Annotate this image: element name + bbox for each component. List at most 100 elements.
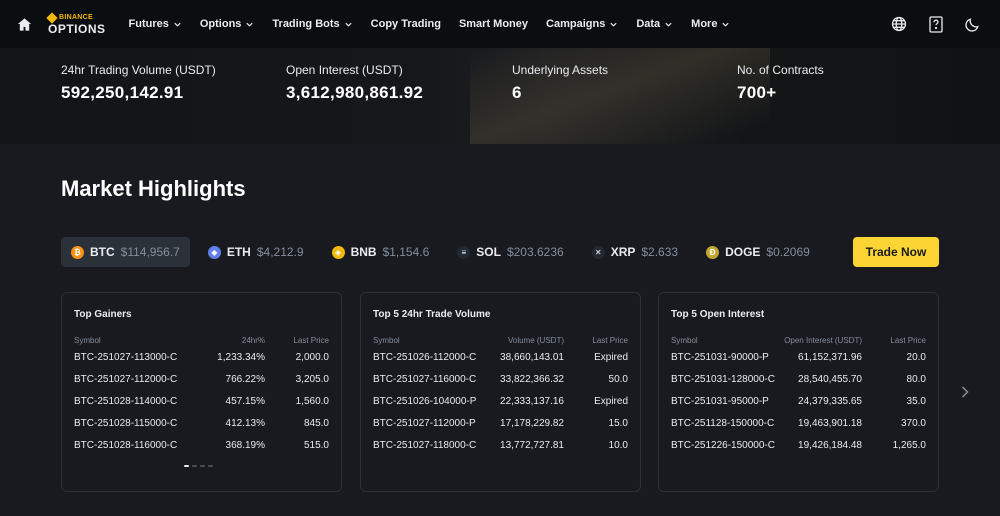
- nav-item-campaigns[interactable]: Campaigns: [537, 0, 627, 48]
- table-row[interactable]: BTC-251027-118000-C 13,772,727.81 10.0: [373, 440, 628, 454]
- nav-item-more[interactable]: More: [682, 0, 739, 48]
- nav-item-options[interactable]: Options: [191, 0, 264, 48]
- chevron-down-icon: [174, 22, 181, 27]
- top-gainers-card: Top Gainers Symbol 24hr% Last Price BTC-2510…: [61, 292, 342, 492]
- carousel-pagination: [184, 465, 213, 467]
- asset-tab-btc[interactable]: ₿ BTC $114,956.7: [61, 237, 190, 267]
- btc-coin-icon: ₿: [71, 245, 84, 259]
- top-open-interest-card: Top 5 Open Interest Symbol Open Interest (…: [658, 292, 939, 492]
- symbol-cell: BTC-251027-113000-C: [74, 352, 178, 363]
- carousel-dot[interactable]: [192, 465, 197, 467]
- asset-tab-sol[interactable]: ≡ SOL $203.6236: [447, 237, 573, 267]
- nav-item-label: Copy Trading: [370, 18, 441, 30]
- table-row[interactable]: BTC-251027-113000-C 1,233.34% 2,000.0: [74, 352, 329, 366]
- asset-tab-eth[interactable]: ◆ ETH $4,212.9: [198, 237, 314, 267]
- asset-symbol: DOGE: [725, 245, 761, 259]
- table-row[interactable]: BTC-251028-114000-C 457.15% 1,560.0: [74, 396, 329, 410]
- last-price-cell: 1,265.0: [892, 440, 926, 451]
- carousel-dot[interactable]: [208, 465, 213, 467]
- table-row[interactable]: BTC-251031-128000-C 28,540,455.70 80.0: [671, 374, 926, 388]
- asset-symbol: XRP: [610, 245, 636, 259]
- nav-item-data[interactable]: Data: [627, 0, 682, 48]
- table-row[interactable]: BTC-251027-116000-C 33,822,366.32 50.0: [373, 374, 628, 388]
- asset-symbol: BTC: [90, 245, 115, 259]
- sol-coin-icon: ≡: [457, 245, 471, 259]
- binance-options-logo[interactable]: BINANCE OPTIONS: [46, 11, 106, 35]
- top-nav: BINANCE OPTIONS Futures Options Trading Bo…: [0, 0, 1000, 48]
- table-row[interactable]: BTC-251026-104000-P 22,333,137.16 Expired: [373, 396, 628, 410]
- stat-label: Open Interest (USDT): [286, 63, 403, 77]
- asset-price: $203.6236: [506, 245, 564, 259]
- nav-item-label: More: [691, 18, 718, 30]
- carousel-next-button[interactable]: [958, 384, 972, 400]
- table-row[interactable]: BTC-251028-115000-C 412.13% 845.0: [74, 418, 329, 432]
- nav-item-label: Futures: [128, 18, 169, 30]
- column-header: Symbol: [373, 336, 400, 345]
- table-row[interactable]: BTC-251031-90000-P 61,152,371.96 20.0: [671, 352, 926, 366]
- symbol-cell: BTC-251027-112000-C: [74, 374, 178, 385]
- asset-tab-xrp[interactable]: ✕ XRP $2.633: [582, 237, 688, 267]
- symbol-cell: BTC-251128-150000-C: [671, 418, 775, 429]
- nav-item-label: Smart Money: [458, 18, 529, 30]
- last-price-cell: 10.0: [608, 440, 628, 451]
- last-price-cell: 35.0: [906, 396, 926, 407]
- asset-price: $114,956.7: [120, 245, 180, 259]
- value-cell: 19,426,184.48: [798, 440, 862, 451]
- asset-tab-doge[interactable]: Ð DOGE $0.2069: [696, 237, 820, 267]
- last-price-cell: Expired: [594, 396, 628, 407]
- section-title: Market Highlights: [61, 176, 246, 201]
- last-price-cell: 15.0: [608, 418, 628, 429]
- last-price-cell: 50.0: [608, 374, 628, 385]
- trade-now-button[interactable]: Trade Now: [853, 237, 939, 267]
- asset-tab-bnb[interactable]: ◈ BNB $1,154.6: [322, 237, 440, 267]
- column-header: Volume (USDT): [507, 336, 564, 345]
- theme-toggle-button[interactable]: [962, 13, 984, 35]
- chevron-down-icon: [345, 22, 352, 27]
- value-cell: 368.19%: [225, 440, 265, 451]
- value-cell: 38,660,143.01: [500, 352, 564, 363]
- last-price-cell: 370.0: [900, 418, 926, 429]
- card-title: Top 5 Open Interest: [671, 309, 765, 320]
- carousel-dot[interactable]: [200, 465, 205, 467]
- table-row[interactable]: BTC-251027-112000-P 17,178,229.82 15.0: [373, 418, 628, 432]
- stat-value: 3,612,980,861.92: [286, 83, 424, 102]
- column-headers: Symbol Open Interest (USDT) Last Price: [671, 336, 926, 348]
- globe-icon: [891, 16, 907, 32]
- nav-item-smart-money[interactable]: Smart Money: [450, 0, 537, 48]
- table-row[interactable]: BTC-251226-150000-C 19,426,184.48 1,265.0: [671, 440, 926, 454]
- home-icon: [17, 17, 31, 31]
- table-row[interactable]: BTC-251031-95000-P 24,379,335.65 35.0: [671, 396, 926, 410]
- language-button[interactable]: [888, 13, 910, 35]
- table-row[interactable]: BTC-251028-116000-C 368.19% 515.0: [74, 440, 329, 454]
- asset-price: $2.633: [641, 245, 679, 259]
- symbol-cell: BTC-251031-95000-P: [671, 396, 769, 407]
- top-volume-card: Top 5 24hr Trade Volume Symbol Volume (USD…: [360, 292, 641, 492]
- eth-coin-icon: ◆: [207, 245, 221, 259]
- bnb-coin-icon: ◈: [331, 245, 345, 259]
- table-row[interactable]: BTC-251026-112000-C 38,660,143.01 Expired: [373, 352, 628, 366]
- help-button[interactable]: [925, 13, 947, 35]
- nav-item-futures[interactable]: Futures: [120, 0, 191, 48]
- stat-underlying-assets: Underlying Assets 6: [512, 63, 608, 103]
- nav-item-copy-trading[interactable]: Copy Trading: [362, 0, 450, 48]
- asset-price: $0.2069: [766, 245, 810, 259]
- table-row[interactable]: BTC-251128-150000-C 19,463,901.18 370.0: [671, 418, 926, 432]
- nav-item-label: Options: [199, 18, 242, 30]
- stat-value: 6: [512, 83, 522, 102]
- stats-banner: 24hr Trading Volume (USDT) 592,250,142.9…: [0, 48, 1000, 144]
- value-cell: 412.13%: [225, 418, 265, 429]
- column-header: Symbol: [74, 336, 101, 345]
- stat-label: No. of Contracts: [737, 63, 824, 77]
- last-price-cell: 845.0: [303, 418, 329, 429]
- symbol-cell: BTC-251226-150000-C: [671, 440, 775, 451]
- stat-label: Underlying Assets: [512, 63, 609, 77]
- value-cell: 1,233.34%: [217, 352, 265, 363]
- symbol-cell: BTC-251026-104000-P: [373, 396, 477, 407]
- home-button[interactable]: [0, 0, 48, 48]
- chevron-down-icon: [665, 22, 672, 27]
- card-title: Top Gainers: [74, 309, 132, 320]
- carousel-dot[interactable]: [184, 465, 189, 467]
- nav-item-trading-bots[interactable]: Trading Bots: [263, 0, 361, 48]
- column-header: Symbol: [671, 336, 698, 345]
- table-row[interactable]: BTC-251027-112000-C 766.22% 3,205.0: [74, 374, 329, 388]
